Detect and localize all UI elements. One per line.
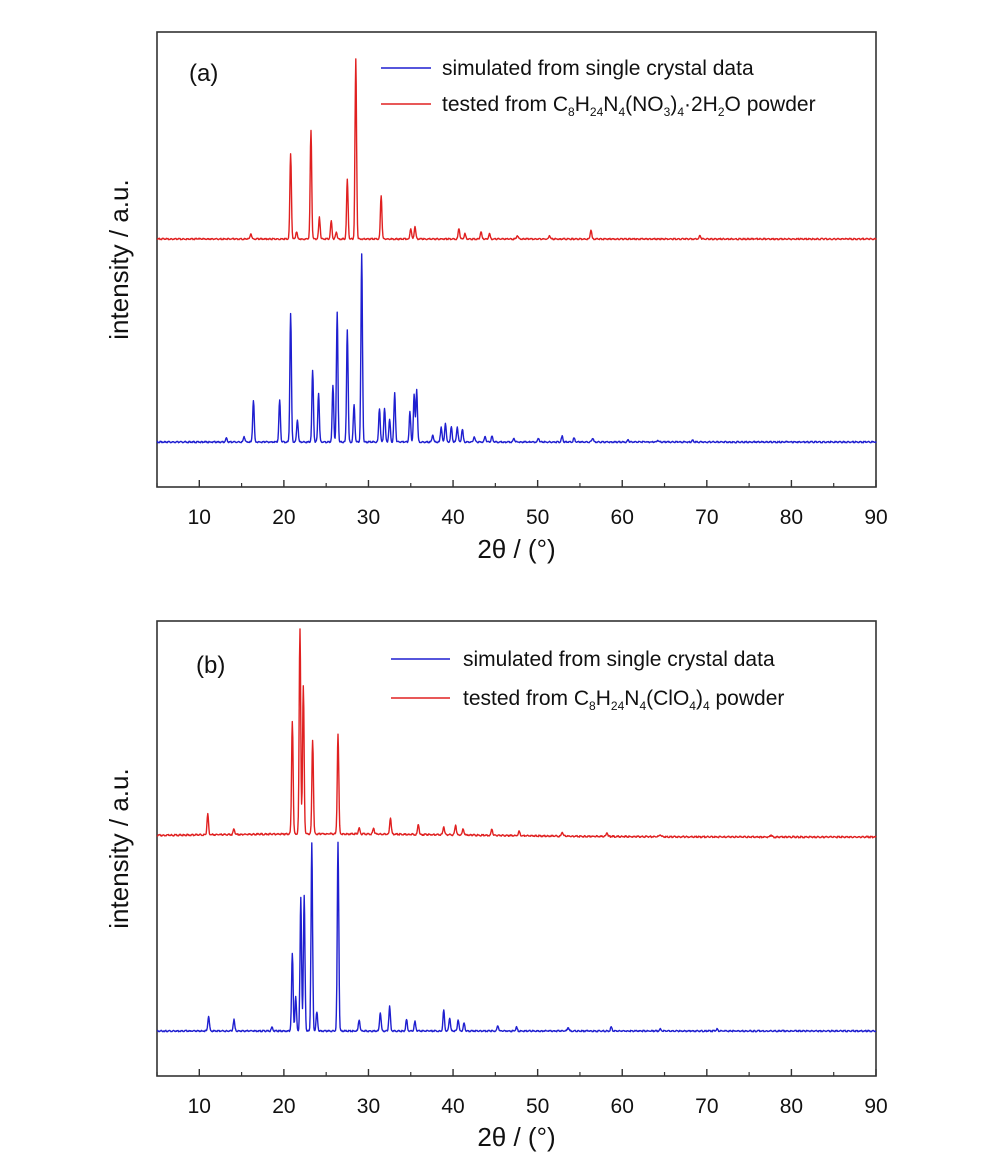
legend-text-part: O powder bbox=[725, 93, 816, 116]
legend-subscript: 4 bbox=[618, 105, 625, 119]
x-axis: 10 20 30 40 50 60 70 80 90 bbox=[156, 480, 888, 529]
legend-text-part: tested from C bbox=[442, 93, 568, 116]
y-axis-title: intensity / a.u. bbox=[104, 179, 134, 339]
x-tick-label: 60 bbox=[611, 1095, 634, 1118]
x-tick-label: 90 bbox=[864, 506, 887, 529]
x-tick-label: 10 bbox=[188, 506, 211, 529]
legend-text-part: ) bbox=[696, 687, 703, 710]
x-tick-label: 30 bbox=[357, 1095, 380, 1118]
legend-subscript: 8 bbox=[568, 105, 575, 119]
x-axis: 10 20 30 40 50 60 70 80 90 bbox=[156, 1069, 888, 1118]
series-line-tested bbox=[156, 628, 877, 839]
chart-panel-b: 10 20 30 40 50 60 70 80 90 2θ / (°) intensity / a.… bbox=[104, 620, 888, 1152]
legend-text-part: H bbox=[575, 93, 590, 116]
x-tick-label: 80 bbox=[780, 506, 803, 529]
legend-label: tested from C8H24N4(ClO4)4 powder bbox=[463, 687, 784, 713]
x-tick-label: 70 bbox=[695, 1095, 718, 1118]
x-axis-title: 2θ / (°) bbox=[477, 534, 555, 564]
x-tick-label: 50 bbox=[526, 1095, 549, 1118]
legend-subscript: 3 bbox=[664, 105, 671, 119]
y-axis-title: intensity / a.u. bbox=[104, 768, 134, 928]
x-tick-label: 50 bbox=[526, 506, 549, 529]
legend-label: simulated from single crystal data bbox=[463, 648, 775, 671]
panel-label: (b) bbox=[196, 652, 225, 679]
legend-text-part: N bbox=[603, 93, 618, 116]
series-line-tested bbox=[156, 58, 877, 241]
legend-subscript: 4 bbox=[703, 699, 710, 713]
legend-text-part: powder bbox=[710, 687, 785, 710]
legend-text-part: (NO bbox=[625, 93, 664, 116]
x-axis-title: 2θ / (°) bbox=[477, 1122, 555, 1152]
legend-text-part: tested from C bbox=[463, 687, 589, 710]
legend-subscript: 24 bbox=[590, 105, 604, 119]
legend-subscript: 8 bbox=[589, 699, 596, 713]
x-tick-label: 70 bbox=[695, 506, 718, 529]
plot-frame bbox=[156, 620, 877, 1077]
legend: simulated from single crystal data tested… bbox=[381, 57, 816, 119]
legend-text-part: ·2H bbox=[684, 93, 718, 116]
legend-text-part: (ClO bbox=[646, 687, 689, 710]
panel-label: (a) bbox=[189, 60, 218, 87]
legend-subscript: 4 bbox=[689, 699, 696, 713]
x-tick-label: 40 bbox=[441, 1095, 464, 1118]
legend-label: simulated from single crystal data bbox=[442, 57, 754, 80]
x-tick-label: 40 bbox=[441, 506, 464, 529]
legend-subscript: 2 bbox=[718, 105, 725, 119]
x-tick-label: 90 bbox=[864, 1095, 887, 1118]
legend-text-part: ) bbox=[670, 93, 677, 116]
x-tick-label: 10 bbox=[188, 1095, 211, 1118]
legend-subscript: 4 bbox=[677, 105, 684, 119]
series-line-simulated bbox=[156, 841, 877, 1033]
x-tick-label: 60 bbox=[611, 506, 634, 529]
plot-frame bbox=[156, 31, 877, 488]
legend-text-part: H bbox=[596, 687, 611, 710]
x-tick-label: 20 bbox=[272, 506, 295, 529]
x-tick-label: 80 bbox=[780, 1095, 803, 1118]
legend-text-part: simulated from single crystal data bbox=[442, 57, 754, 80]
legend-subscript: 4 bbox=[639, 699, 646, 713]
chart-panel-a: 10 20 30 40 50 60 70 80 90 2θ / (°) intensity / a.… bbox=[104, 31, 888, 564]
legend: simulated from single crystal data tested… bbox=[391, 648, 784, 713]
x-tick-label: 20 bbox=[272, 1095, 295, 1118]
legend-label: tested from C8H24N4(NO3)4·2H2O powder bbox=[442, 93, 816, 119]
legend-text-part: N bbox=[624, 687, 639, 710]
legend-text-part: simulated from single crystal data bbox=[463, 648, 775, 671]
legend-subscript: 24 bbox=[611, 699, 625, 713]
series-line-simulated bbox=[156, 253, 877, 444]
x-tick-label: 30 bbox=[357, 506, 380, 529]
